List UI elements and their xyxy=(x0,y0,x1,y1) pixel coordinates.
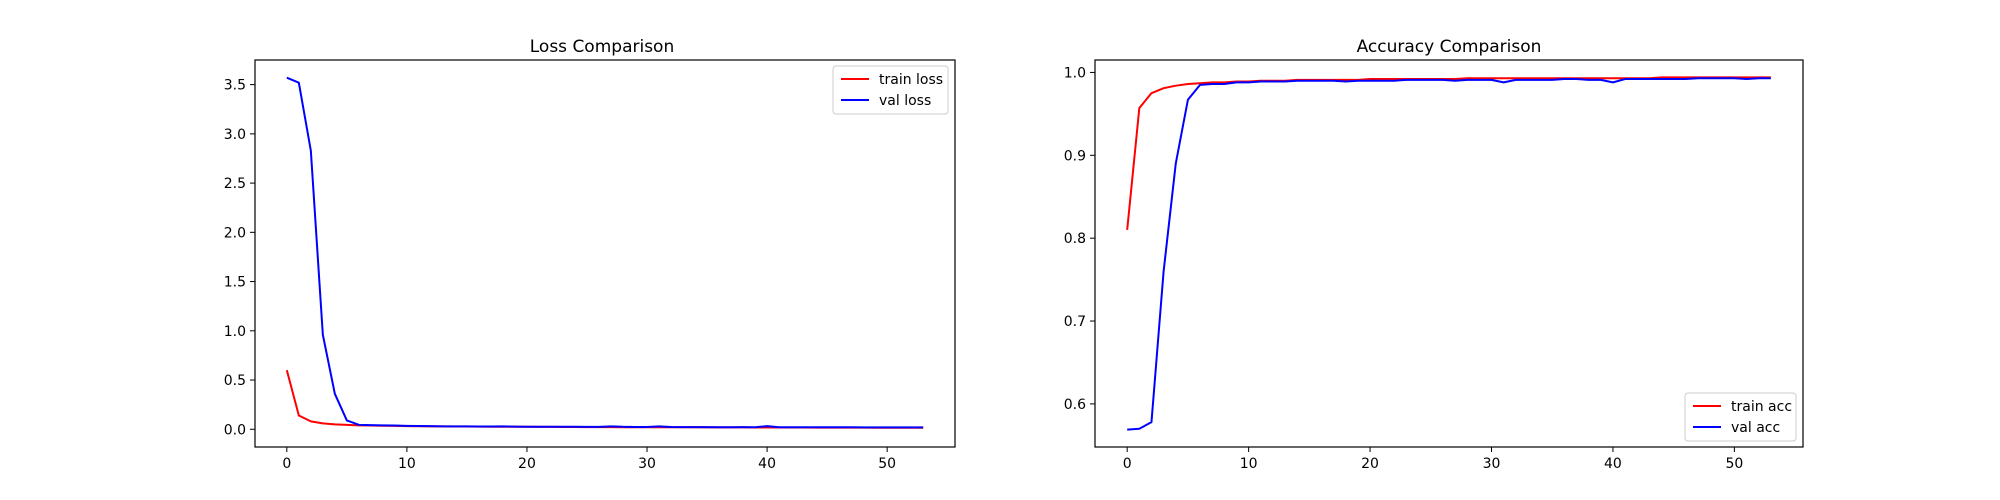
legend-label-val-loss: val loss xyxy=(879,93,931,109)
y-tick-label: 2.5 xyxy=(224,176,246,192)
x-tick-label: 0 xyxy=(1123,456,1132,472)
x-tick-label: 20 xyxy=(1361,456,1379,472)
y-tick-label: 0.8 xyxy=(1064,231,1086,247)
x-tick-label: 30 xyxy=(1483,456,1501,472)
loss-chart-series xyxy=(285,76,924,429)
series-line-val-loss xyxy=(286,76,924,429)
accuracy-chart-title: Accuracy Comparison xyxy=(1357,37,1542,57)
accuracy-chart: Accuracy Comparison 0 10 20 30 40 50 0.6 0.7 0.8… xyxy=(1064,37,1804,472)
y-tick-label: 2.0 xyxy=(224,225,246,241)
y-tick-label: 0.5 xyxy=(224,373,246,389)
y-tick-label: 0.0 xyxy=(224,422,246,438)
y-tick-label: 1.0 xyxy=(1064,65,1086,81)
accuracy-chart-legend: train acc val acc xyxy=(1684,392,1797,442)
legend-label-train-loss: train loss xyxy=(879,72,943,88)
y-tick-label: 0.7 xyxy=(1064,314,1086,330)
loss-chart-ticks: 0 10 20 30 40 50 0.0 0.5 1.0 1.5 2.0 2.5 3.0 3.5 xyxy=(224,78,896,472)
loss-chart-frame xyxy=(254,59,956,448)
x-tick-label: 10 xyxy=(398,456,416,472)
accuracy-chart-series xyxy=(1126,76,1771,431)
x-tick-label: 20 xyxy=(518,456,536,472)
loss-chart: Loss Comparison 0 10 20 30 40 50 0.0 0.5 1.0 1.5 2… xyxy=(224,37,956,472)
x-tick-label: 40 xyxy=(1604,456,1622,472)
x-tick-label: 50 xyxy=(878,456,896,472)
accuracy-chart-ticks: 0 10 20 30 40 50 0.6 0.7 0.8 0.9 1.0 xyxy=(1064,65,1744,472)
x-tick-label: 30 xyxy=(638,456,656,472)
y-tick-label: 1.5 xyxy=(224,275,246,291)
x-tick-label: 50 xyxy=(1725,456,1743,472)
y-tick-label: 0.6 xyxy=(1064,397,1086,413)
legend-label-train-acc: train acc xyxy=(1731,399,1792,415)
legend-label-val-acc: val acc xyxy=(1731,420,1780,436)
x-tick-label: 40 xyxy=(758,456,776,472)
x-tick-label: 10 xyxy=(1240,456,1258,472)
loss-chart-legend: train loss val loss xyxy=(832,65,949,115)
y-tick-label: 1.0 xyxy=(224,324,246,340)
y-tick-label: 0.9 xyxy=(1064,148,1086,164)
y-tick-label: 3.0 xyxy=(224,127,246,143)
y-tick-label: 3.5 xyxy=(224,78,246,94)
accuracy-chart-frame xyxy=(1094,59,1804,448)
x-tick-label: 0 xyxy=(282,456,291,472)
series-line-val-acc xyxy=(1127,77,1771,431)
loss-chart-title: Loss Comparison xyxy=(530,37,674,57)
